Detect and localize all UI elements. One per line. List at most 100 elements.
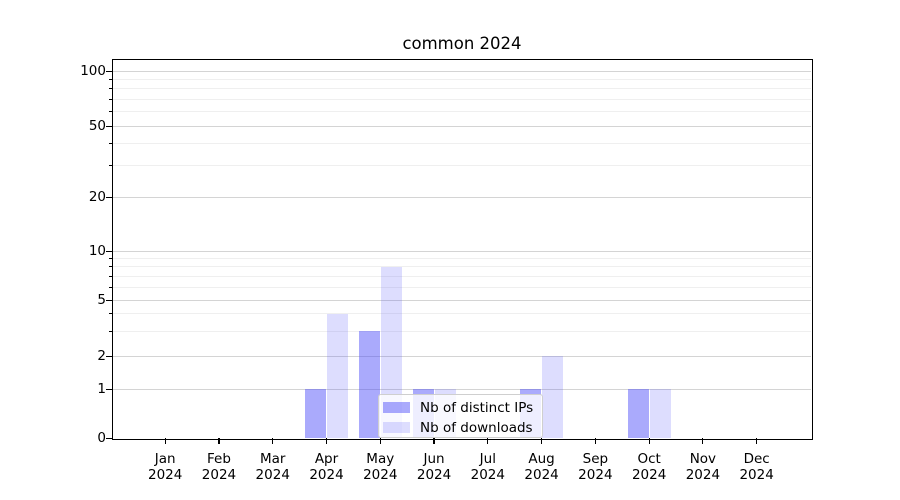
x-tick-mark — [218, 438, 220, 444]
y-tick-label: 5 — [97, 291, 106, 308]
x-tick-month: Oct — [637, 451, 661, 467]
x-tick-mark — [648, 438, 650, 444]
y-minor-tick-mark — [109, 275, 112, 277]
x-tick-month: Mar — [259, 451, 286, 467]
x-tick-label-apr: Apr 2024 — [294, 451, 360, 483]
x-tick-mark — [325, 438, 328, 444]
x-tick-year: 2024 — [631, 467, 667, 483]
y-minor-tick-mark — [109, 330, 112, 332]
legend: Nb of distinct IPs Nb of downloads — [378, 394, 543, 438]
gridline-minor — [113, 111, 811, 113]
y-tick-mark — [106, 196, 112, 198]
x-tick-month: Sep — [582, 451, 609, 467]
x-tick-mark — [379, 438, 381, 444]
x-tick-year: 2024 — [255, 467, 290, 483]
x-tick-month: Jan — [154, 451, 176, 467]
x-tick-mark — [487, 438, 489, 444]
x-tick-label-dec: Dec 2024 — [724, 451, 790, 483]
x-tick-month: Apr — [314, 451, 339, 467]
gridline-major — [113, 250, 811, 252]
gridline-minor — [113, 266, 811, 268]
x-tick-label-mar: Mar 2024 — [240, 451, 306, 483]
bar-downloads-apr — [327, 313, 348, 438]
y-minor-tick-mark — [109, 165, 112, 167]
x-tick-year: 2024 — [416, 467, 452, 483]
y-minor-tick-mark — [109, 313, 112, 315]
y-minor-tick-mark — [109, 98, 112, 100]
x-tick-label-jul: Jul 2024 — [455, 451, 521, 483]
x-tick-mark — [272, 438, 274, 444]
legend-item: Nb of distinct IPs — [383, 398, 542, 417]
gridline-minor — [113, 330, 811, 332]
gridline-minor — [113, 165, 811, 167]
x-tick-mark — [594, 438, 596, 444]
legend-swatch-icon — [383, 402, 410, 413]
y-tick-label: 2 — [97, 347, 106, 364]
x-tick-month: Aug — [528, 451, 555, 467]
legend-label: Nb of distinct IPs — [420, 399, 534, 416]
x-tick-month: Dec — [743, 451, 770, 467]
x-tick-year: 2024 — [309, 467, 344, 483]
y-minor-tick-mark — [109, 142, 112, 144]
x-tick-mark — [540, 438, 543, 444]
gridline-minor — [113, 98, 811, 100]
gridline-major — [113, 196, 811, 198]
x-tick-mark — [702, 438, 704, 444]
y-tick-mark — [106, 355, 112, 357]
y-minor-tick-mark — [109, 78, 112, 80]
x-tick-label-oct: Oct 2024 — [616, 451, 682, 483]
gridline-minor — [113, 78, 811, 80]
x-tick-year: 2024 — [201, 467, 237, 483]
gridline-major — [113, 299, 811, 301]
y-tick-mark — [106, 125, 112, 127]
x-tick-year: 2024 — [148, 467, 183, 483]
gridline-minor — [113, 142, 811, 144]
y-minor-tick-mark — [109, 266, 112, 268]
x-tick-month: May — [366, 451, 395, 467]
y-tick-mark — [106, 299, 112, 301]
x-tick-year: 2024 — [739, 467, 774, 483]
x-tick-mark — [433, 438, 435, 444]
gridline-minor — [113, 286, 811, 288]
y-tick-label: 0 — [97, 429, 106, 446]
x-tick-label-aug: Aug 2024 — [509, 451, 575, 483]
x-tick-label-nov: Nov 2024 — [670, 451, 736, 483]
gridline-minor — [113, 257, 811, 259]
x-tick-label-may: May 2024 — [347, 451, 413, 483]
y-minor-tick-mark — [109, 286, 112, 288]
bar-distinct-ips-oct — [627, 389, 649, 438]
y-tick-label: 1 — [97, 380, 106, 397]
y-tick-label: 20 — [88, 188, 106, 205]
x-tick-mark — [756, 438, 758, 444]
legend-item: Nb of downloads — [383, 418, 542, 437]
gridline-major — [113, 125, 811, 127]
y-minor-tick-mark — [109, 88, 112, 90]
gridline-major — [113, 70, 811, 72]
bar-distinct-ips-apr — [305, 389, 326, 438]
bar-downloads-oct — [649, 389, 671, 438]
x-tick-month: Jul — [479, 451, 496, 467]
y-tick-label: 10 — [88, 242, 106, 259]
legend-swatch-icon — [383, 422, 410, 433]
bar-downloads-aug — [542, 356, 564, 438]
x-tick-label-sep: Sep 2024 — [562, 451, 628, 483]
x-tick-month: Nov — [689, 451, 717, 467]
x-tick-label-jan: Jan 2024 — [132, 451, 198, 483]
x-tick-month: Jun — [423, 451, 445, 467]
x-tick-label-jun: Jun 2024 — [401, 451, 467, 483]
y-tick-mark — [106, 388, 112, 390]
y-minor-tick-mark — [109, 257, 112, 259]
x-tick-year: 2024 — [685, 467, 721, 483]
y-minor-tick-mark — [109, 111, 112, 113]
x-tick-year: 2024 — [524, 467, 559, 483]
y-tick-mark — [106, 250, 112, 252]
x-tick-label-feb: Feb 2024 — [186, 451, 252, 483]
bar-distinct-ips-may — [358, 331, 380, 438]
x-tick-year: 2024 — [363, 467, 398, 483]
gridline-minor — [113, 88, 811, 90]
y-tick-mark — [106, 70, 112, 72]
gridline-minor — [113, 313, 811, 315]
plot-border — [112, 59, 813, 440]
gridline-major — [113, 388, 811, 390]
